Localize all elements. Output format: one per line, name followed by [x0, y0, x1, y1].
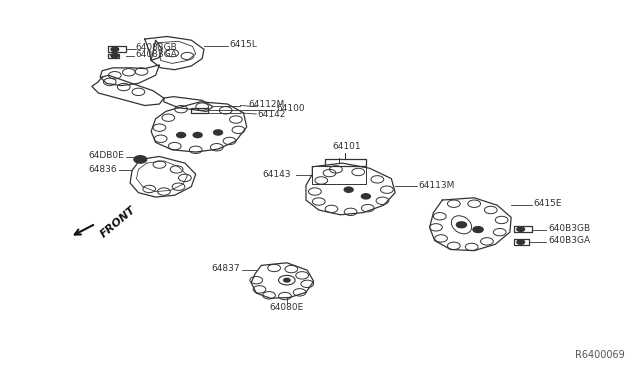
Circle shape [177, 132, 186, 138]
Text: 6415L: 6415L [230, 40, 257, 49]
Circle shape [517, 240, 525, 244]
Text: 64112M: 64112M [248, 100, 285, 109]
Text: 64DB0E: 64DB0E [88, 151, 124, 160]
Text: 64080E: 64080E [269, 302, 304, 312]
Circle shape [456, 222, 467, 228]
Circle shape [344, 187, 353, 192]
Text: 64143: 64143 [263, 170, 291, 179]
Text: 64142: 64142 [257, 109, 286, 119]
Text: 64113M: 64113M [419, 181, 455, 190]
Circle shape [111, 54, 118, 58]
Text: FRONT: FRONT [99, 205, 138, 240]
Circle shape [284, 278, 290, 282]
Text: 64100: 64100 [276, 104, 305, 113]
Circle shape [111, 47, 118, 52]
Text: 64837: 64837 [212, 264, 241, 273]
Circle shape [362, 194, 371, 199]
Circle shape [214, 130, 223, 135]
Circle shape [517, 227, 525, 231]
Text: R6400069: R6400069 [575, 350, 625, 360]
Text: 640B3GB: 640B3GB [548, 224, 590, 232]
Text: 64101: 64101 [332, 142, 361, 151]
Text: 640B3GA: 640B3GA [548, 236, 590, 245]
Text: 6415E: 6415E [534, 199, 562, 208]
Circle shape [134, 156, 147, 163]
Text: 64083GA: 64083GA [135, 50, 177, 59]
Text: 64836: 64836 [89, 165, 117, 174]
Circle shape [193, 132, 202, 138]
Text: 64083GB: 64083GB [135, 43, 177, 52]
Circle shape [473, 227, 483, 232]
